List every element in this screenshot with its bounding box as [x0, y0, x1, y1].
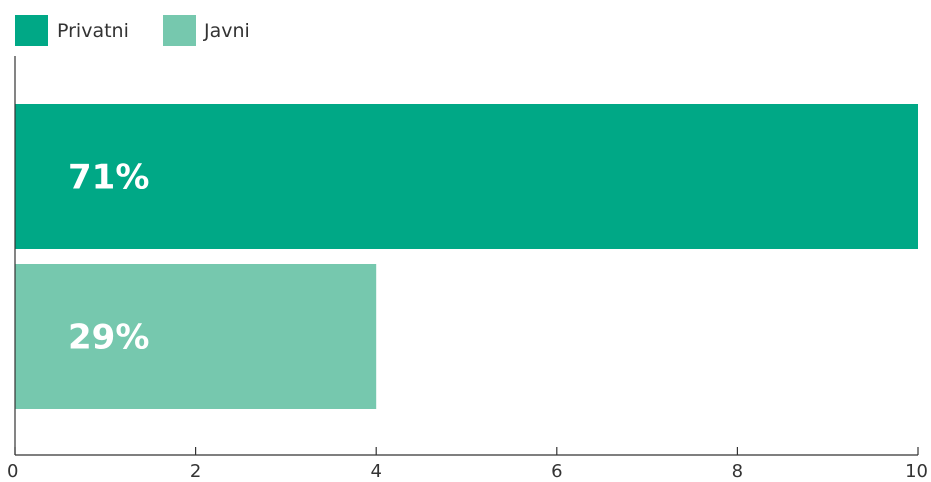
x-tick-label: 2: [190, 461, 201, 482]
legend: Privatni Javni: [15, 15, 250, 46]
legend-swatch-javni: [163, 15, 196, 46]
legend-swatch-privatni: [15, 15, 48, 46]
x-ticks: 0 2 4 6 8 10: [7, 447, 928, 482]
bar-privatni: [15, 104, 918, 249]
x-tick-label: 10: [905, 461, 928, 482]
x-tick-label: 8: [732, 461, 743, 482]
legend-label-privatni: Privatni: [57, 20, 129, 42]
x-tick-label: 0: [7, 461, 18, 482]
bar-label-privatni: 71%: [68, 158, 149, 198]
axes: [14, 56, 918, 456]
bars: 71% 29%: [15, 104, 918, 409]
bar-label-javni: 29%: [68, 318, 149, 358]
x-tick-label: 4: [370, 461, 381, 482]
x-tick-label: 6: [551, 461, 562, 482]
legend-label-javni: Javni: [203, 20, 250, 42]
bar-javni: [15, 264, 377, 409]
